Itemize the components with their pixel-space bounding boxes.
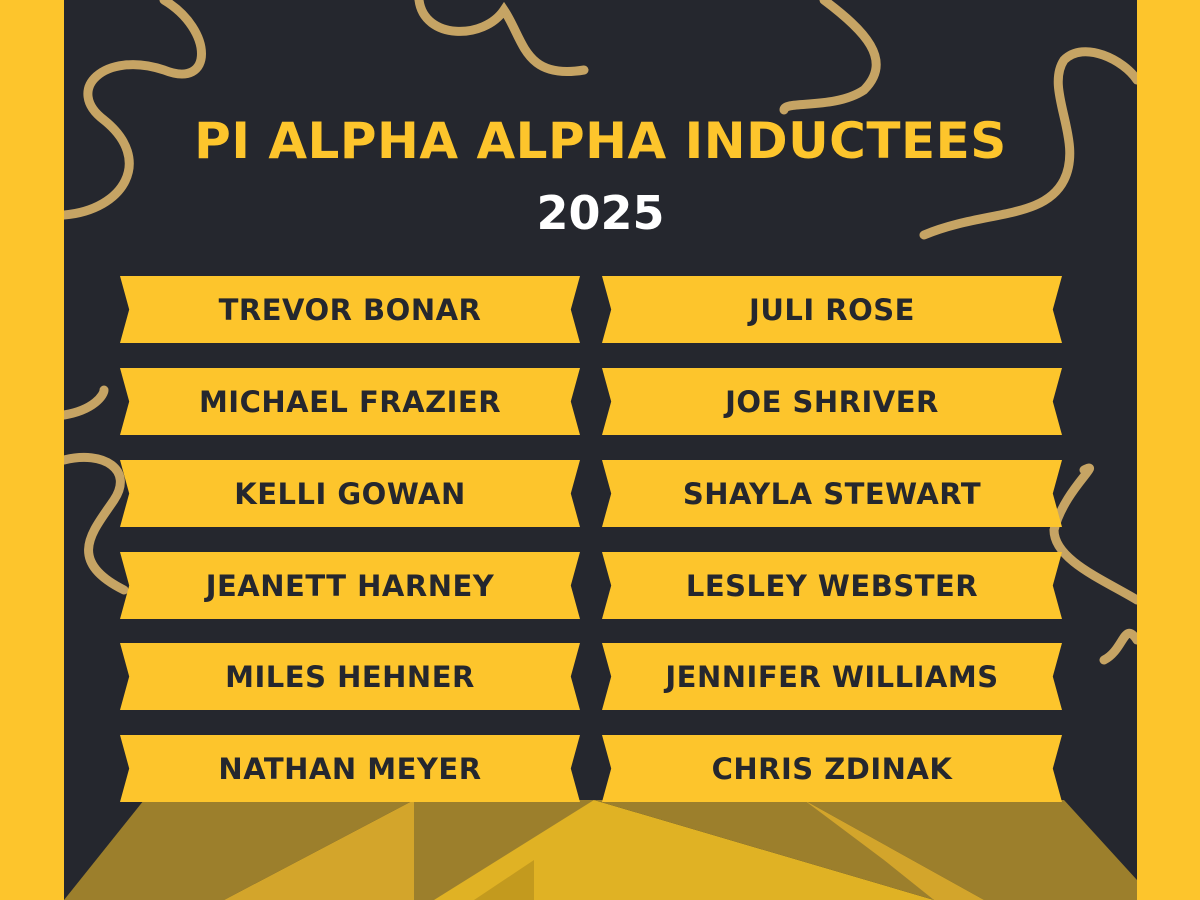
inductee-ribbon: MICHAEL FRAZIER — [120, 368, 580, 435]
beam — [804, 800, 1137, 900]
spotlight-beams — [64, 800, 1137, 900]
poster-panel: PI ALPHA ALPHA INDUCTEES 2025 TREVOR BON… — [64, 0, 1137, 900]
inductee-ribbon: JOE SHRIVER — [602, 368, 1062, 435]
beam — [594, 800, 984, 900]
beam — [474, 860, 534, 900]
inductee-ribbon: TREVOR BONAR — [120, 276, 580, 343]
inductee-ribbon: JENNIFER WILLIAMS — [602, 643, 1062, 710]
beam — [804, 800, 984, 900]
inductee-ribbon: JULI ROSE — [602, 276, 1062, 343]
inductee-ribbon: KELLI GOWAN — [120, 460, 580, 527]
inductee-ribbon: NATHAN MEYER — [120, 735, 580, 802]
beam — [64, 800, 414, 900]
beam — [434, 800, 934, 900]
inductee-ribbon: LESLEY WEBSTER — [602, 552, 1062, 619]
inductee-ribbon: SHAYLA STEWART — [602, 460, 1062, 527]
beam — [414, 800, 594, 900]
poster-title: PI ALPHA ALPHA INDUCTEES — [194, 112, 1007, 170]
inductee-ribbon: CHRIS ZDINAK — [602, 735, 1062, 802]
gold-streamers — [64, 0, 1137, 665]
inductee-ribbon: JEANETT HARNEY — [120, 552, 580, 619]
inductee-ribbon: MILES HEHNER — [120, 643, 580, 710]
poster-year: 2025 — [536, 186, 665, 240]
